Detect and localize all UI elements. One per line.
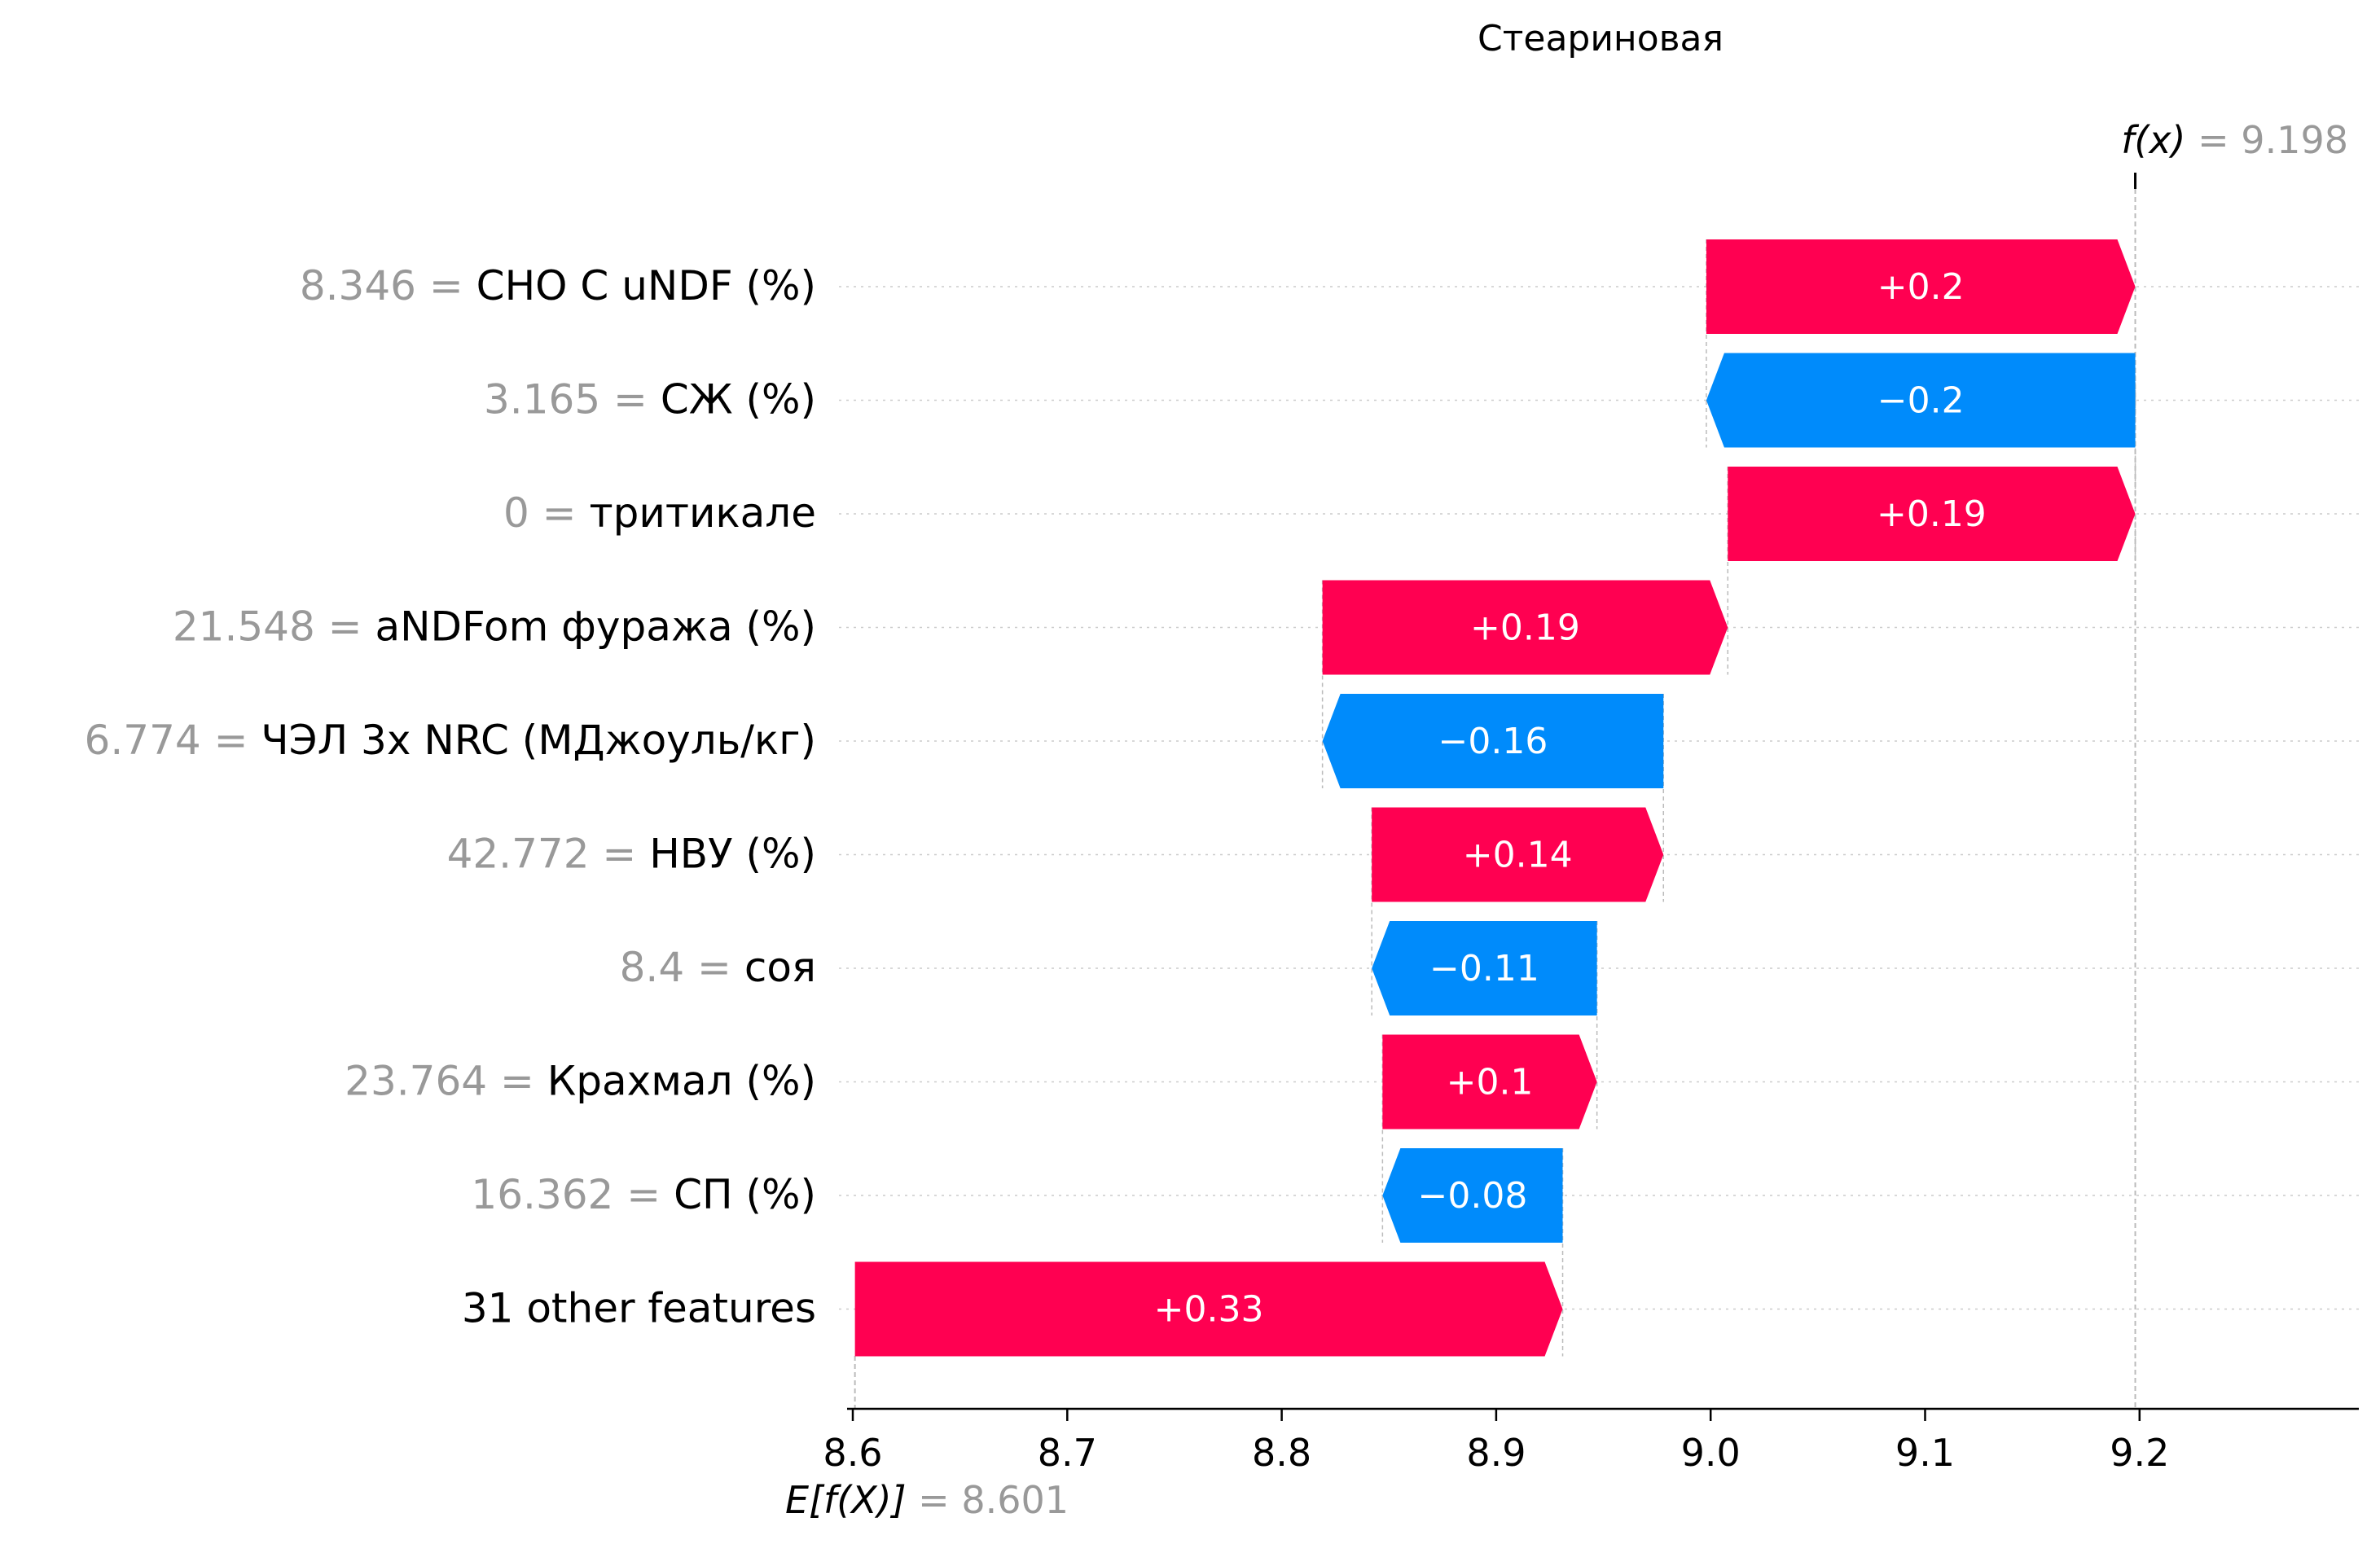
feature-label: 0 = тритикале xyxy=(503,489,816,537)
feature-value: 16.362 = xyxy=(471,1171,674,1218)
x-tick-label: 9.0 xyxy=(1681,1431,1741,1475)
x-tick-label: 8.9 xyxy=(1466,1431,1526,1475)
x-axis: 8.6 8.7 8.8 8.9 9.0 9.1 9.2 xyxy=(823,1407,2359,1475)
feature-label: 6.774 = ЧЭЛ 3x NRC (МДжоуль/кг) xyxy=(85,717,816,764)
bar-value-label: −0.16 xyxy=(1438,721,1548,762)
svg-text:f(x) = 9.198: f(x) = 9.198 xyxy=(2121,118,2348,162)
fx-value: 9.198 xyxy=(2241,118,2348,162)
feature-name: 31 other features xyxy=(462,1285,816,1332)
bar xyxy=(1372,807,1664,902)
feature-value: 23.764 = xyxy=(345,1058,547,1105)
bar-value-label: +0.33 xyxy=(1154,1289,1264,1331)
x-tick-label: 8.7 xyxy=(1038,1431,1097,1475)
bar xyxy=(854,1261,1563,1357)
bar-value-label: +0.1 xyxy=(1447,1062,1534,1103)
bar-value-label: +0.2 xyxy=(1877,266,1965,308)
feature-label: 23.764 = Крахмал (%) xyxy=(345,1058,816,1105)
feature-labels: 8.346 = СНО С uNDF (%) 3.165 = СЖ (%) 0 = … xyxy=(85,262,816,1332)
bar xyxy=(1322,580,1728,675)
feature-name: СНО С uNDF (%) xyxy=(476,262,816,309)
bar-value-label: +0.14 xyxy=(1463,835,1573,876)
x-tick-label: 9.2 xyxy=(2110,1431,2169,1475)
feature-label: 8.346 = СНО С uNDF (%) xyxy=(300,262,816,309)
fx-annotation: f(x) = 9.198 xyxy=(2121,118,2348,189)
feature-value: 8.4 = xyxy=(620,944,744,991)
base-label: E[f(X)] xyxy=(785,1478,907,1522)
base-annotation: E[f(X)] = 8.601 xyxy=(785,1478,1069,1522)
bar xyxy=(1706,353,2136,448)
feature-label: 21.548 = aNDFom фуража (%) xyxy=(173,603,816,651)
feature-label: 16.362 = СП (%) xyxy=(471,1171,816,1218)
feature-label: 42.772 = НВУ (%) xyxy=(447,831,816,878)
feature-name: СП (%) xyxy=(674,1171,816,1218)
fx-label: f(x) xyxy=(2121,118,2185,162)
connector-lines xyxy=(854,189,2136,1409)
feature-name: тритикале xyxy=(589,489,816,537)
x-tick-label: 8.8 xyxy=(1252,1431,1311,1475)
feature-name: Крахмал (%) xyxy=(547,1058,816,1105)
feature-name: aNDFom фуража (%) xyxy=(375,603,816,651)
bar xyxy=(1322,694,1664,788)
feature-label: 3.165 = СЖ (%) xyxy=(484,376,816,423)
bar-value-label: −0.2 xyxy=(1877,380,1965,422)
feature-name: СЖ (%) xyxy=(661,376,816,423)
feature-name: НВУ (%) xyxy=(649,831,816,878)
feature-name: соя xyxy=(744,944,816,991)
bar xyxy=(1382,1034,1597,1129)
feature-value: 42.772 = xyxy=(447,831,650,878)
feature-value: 21.548 = xyxy=(173,603,375,651)
bar xyxy=(1706,239,2136,334)
svg-text:E[f(X)] = 8.601: E[f(X)] = 8.601 xyxy=(785,1478,1069,1522)
bar xyxy=(1382,1148,1563,1243)
feature-name: ЧЭЛ 3x NRC (МДжоуль/кг) xyxy=(261,717,816,764)
bar-value-label: +0.19 xyxy=(1470,608,1580,649)
bar-value-label: −0.11 xyxy=(1429,948,1539,989)
chart-title: Стеариновая xyxy=(1478,18,1724,59)
feature-label: 31 other features xyxy=(462,1285,816,1332)
bar xyxy=(1372,921,1597,1015)
bar-value-label: −0.08 xyxy=(1418,1175,1528,1217)
base-value: 8.601 xyxy=(961,1478,1069,1522)
x-tick-label: 9.1 xyxy=(1895,1431,1955,1475)
contribution-bars: +0.2 −0.2 +0.19 +0.19 −0.16 +0.14 −0.11 +0.1 −0.… xyxy=(854,239,2136,1357)
feature-value: 6.774 = xyxy=(85,717,261,764)
feature-value: 8.346 = xyxy=(300,262,476,309)
bar-value-label: +0.19 xyxy=(1877,493,1987,535)
feature-label: 8.4 = соя xyxy=(620,944,816,991)
x-tick-label: 8.6 xyxy=(823,1431,882,1475)
bar xyxy=(1728,467,2136,561)
x-axis-ticks: 8.6 8.7 8.8 8.9 9.0 9.1 9.2 xyxy=(823,1409,2169,1475)
feature-value: 0 = xyxy=(503,489,590,537)
feature-value: 3.165 = xyxy=(484,376,661,423)
